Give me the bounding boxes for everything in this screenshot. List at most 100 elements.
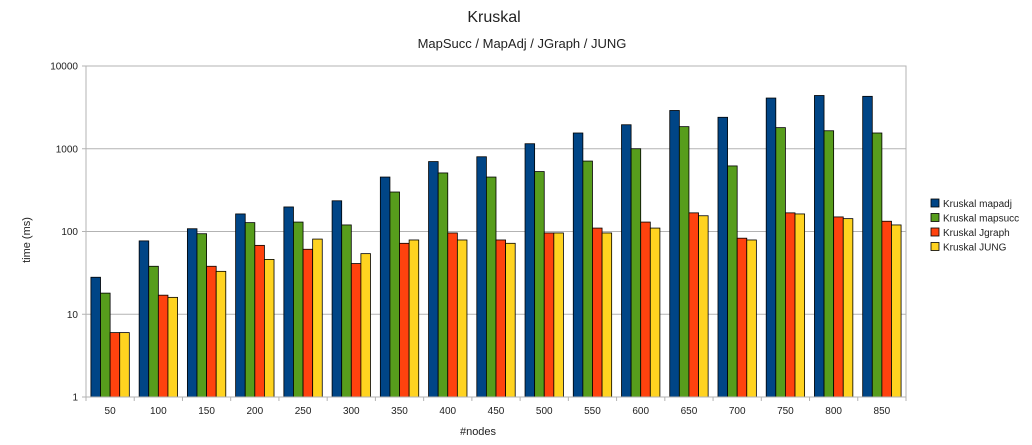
bar-kruskal-mapadj-550 xyxy=(572,132,584,398)
bar-kruskal-jgraph-350 xyxy=(399,242,410,398)
bar-kruskal-mapsucc-250 xyxy=(293,221,304,398)
chart-subtitle: MapSucc / MapAdj / JGraph / JUNG xyxy=(418,36,627,51)
x-tick-label: 800 xyxy=(825,406,842,417)
y-tick-label: 1 xyxy=(72,393,78,404)
legend-swatch xyxy=(930,213,940,222)
x-tick-label: 100 xyxy=(150,406,167,417)
bar-kruskal-mapadj-650 xyxy=(669,110,680,398)
bar-kruskal-jgraph-800 xyxy=(833,216,844,398)
bar-kruskal-mapsucc-850 xyxy=(871,132,883,398)
bar-kruskal-mapsucc-200 xyxy=(244,222,256,398)
bar-kruskal-mapsucc-750 xyxy=(775,127,786,398)
bar-kruskal-jung-300 xyxy=(360,253,371,398)
bar-kruskal-jgraph-550 xyxy=(592,227,603,398)
x-tick-label: 750 xyxy=(777,406,794,417)
bar-kruskal-mapadj-850 xyxy=(862,95,873,398)
bar-kruskal-jung-500 xyxy=(553,232,564,398)
bar-kruskal-mapsucc-700 xyxy=(727,165,738,398)
legend-swatch xyxy=(930,198,940,208)
x-axis-label: #nodes xyxy=(460,426,497,438)
bar-kruskal-jung-250 xyxy=(312,238,323,398)
y-tick-label: 100 xyxy=(61,227,78,238)
bar-kruskal-jung-150 xyxy=(215,270,227,398)
legend-swatch xyxy=(930,227,940,237)
bar-kruskal-jung-550 xyxy=(601,232,613,398)
bar-kruskal-jung-450 xyxy=(505,242,516,398)
bar-kruskal-jgraph-600 xyxy=(640,221,651,398)
x-tick-label: 50 xyxy=(105,406,117,417)
x-tick-label: 150 xyxy=(198,406,215,417)
bar-kruskal-mapsucc-650 xyxy=(678,126,690,398)
bar-kruskal-mapsucc-50 xyxy=(100,292,111,398)
bar-kruskal-jung-650 xyxy=(698,215,709,398)
chart-title: Kruskal xyxy=(467,9,520,26)
bar-kruskal-mapadj-300 xyxy=(331,200,343,398)
bar-kruskal-mapsucc-500 xyxy=(534,171,545,398)
bar-kruskal-mapadj-800 xyxy=(814,95,825,398)
bar-kruskal-mapadj-200 xyxy=(235,213,246,398)
bar-kruskal-jgraph-250 xyxy=(302,248,314,398)
bar-kruskal-jung-750 xyxy=(794,213,806,398)
x-tick-label: 350 xyxy=(391,406,408,417)
bar-kruskal-mapadj-400 xyxy=(428,161,439,398)
x-tick-label: 850 xyxy=(874,406,891,417)
bar-kruskal-mapadj-750 xyxy=(765,97,777,398)
bar-kruskal-jgraph-650 xyxy=(688,212,699,398)
bar-kruskal-mapadj-700 xyxy=(717,116,728,398)
bar-kruskal-jgraph-400 xyxy=(447,232,458,398)
bar-kruskal-jgraph-700 xyxy=(736,237,748,398)
plot-area: 1 10 100 1000 10000 50 100 150 200 250 300 350 400 45… xyxy=(50,62,907,417)
bar-kruskal-mapsucc-600 xyxy=(630,148,642,398)
bar-kruskal-mapadj-150 xyxy=(186,228,198,398)
x-tick-label: 600 xyxy=(632,406,649,417)
bar-kruskal-jung-400 xyxy=(456,239,468,398)
bar-kruskal-jgraph-450 xyxy=(495,239,507,398)
x-tick-label: 550 xyxy=(584,406,601,417)
x-tick-label: 700 xyxy=(729,406,746,417)
bar-kruskal-mapsucc-300 xyxy=(341,224,352,398)
x-tick-label: 500 xyxy=(536,406,553,417)
legend-label: Kruskal Jgraph xyxy=(943,228,1010,239)
bar-kruskal-mapadj-350 xyxy=(379,176,391,398)
bar-kruskal-jung-100 xyxy=(167,296,178,398)
bar-kruskal-jgraph-850 xyxy=(881,220,892,398)
legend-label: Kruskal mapadj xyxy=(943,199,1012,210)
legend-label: Kruskal mapsucc xyxy=(943,214,1019,225)
legend-swatch xyxy=(930,242,940,251)
bar-kruskal-jgraph-300 xyxy=(350,263,362,398)
x-tick-label: 650 xyxy=(681,406,698,417)
plot-frame xyxy=(85,65,907,398)
bar-kruskal-jgraph-500 xyxy=(543,232,555,398)
x-tick-label: 400 xyxy=(439,406,456,417)
legend: Kruskal mapadj Kruskal mapsucc Kruskal Jgr… xyxy=(930,198,1019,254)
bar-kruskal-jung-350 xyxy=(408,239,420,398)
bar-kruskal-mapadj-500 xyxy=(524,143,536,398)
bar-kruskal-jgraph-200 xyxy=(254,244,265,398)
y-tick-label: 1000 xyxy=(56,144,79,155)
legend-label: Kruskal JUNG xyxy=(943,243,1007,254)
bar-kruskal-mapadj-250 xyxy=(283,206,294,398)
bar-kruskal-mapsucc-100 xyxy=(148,265,159,398)
bar-kruskal-mapsucc-450 xyxy=(485,176,497,398)
x-tick-label: 200 xyxy=(246,406,263,417)
bar-kruskal-mapsucc-550 xyxy=(582,160,593,398)
x-tick-label: 250 xyxy=(295,406,312,417)
x-tick-label: 450 xyxy=(488,406,505,417)
bar-kruskal-mapadj-100 xyxy=(138,240,150,398)
bar-kruskal-mapsucc-800 xyxy=(823,130,835,398)
bar-kruskal-jung-600 xyxy=(649,227,661,398)
x-tick-label: 300 xyxy=(343,406,360,417)
bar-kruskal-mapadj-450 xyxy=(476,156,487,398)
bar-kruskal-jung-800 xyxy=(842,218,854,398)
bar-kruskal-mapsucc-150 xyxy=(196,233,207,398)
bar-kruskal-mapsucc-400 xyxy=(437,172,449,398)
bar-kruskal-jung-700 xyxy=(746,239,757,398)
y-tick-label: 10 xyxy=(67,310,79,321)
bar-kruskal-mapsucc-350 xyxy=(389,191,400,398)
bar-kruskal-jgraph-150 xyxy=(206,265,217,398)
bar-kruskal-jgraph-100 xyxy=(157,294,169,398)
bar-kruskal-jgraph-750 xyxy=(785,212,796,398)
bar-kruskal-jung-850 xyxy=(891,224,902,398)
bar-kruskal-jung-50 xyxy=(119,332,130,398)
